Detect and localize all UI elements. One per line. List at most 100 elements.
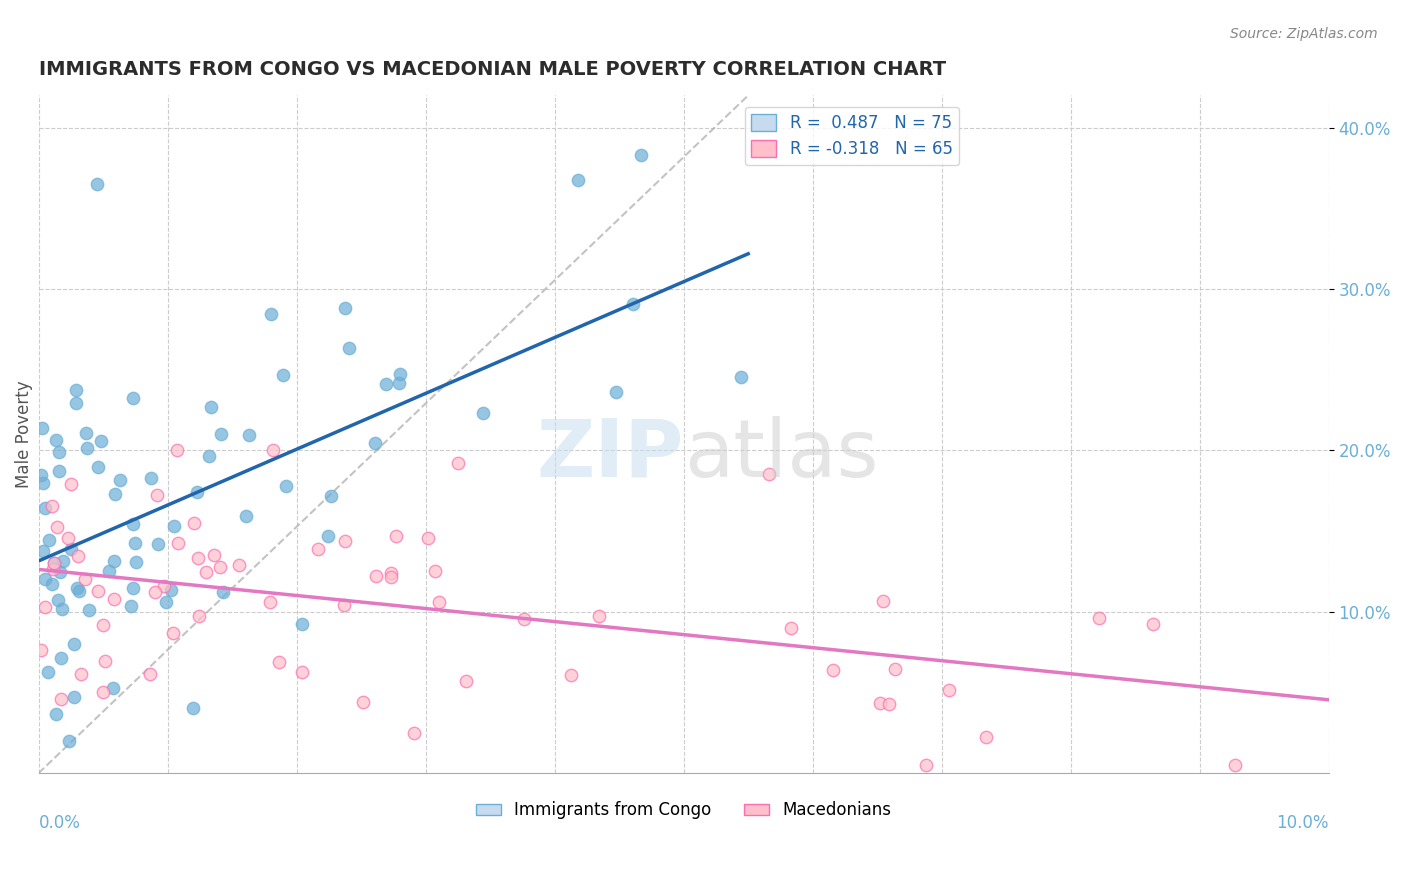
Point bbox=[75, 426, 97, 441]
Point bbox=[291, 665, 314, 679]
Point bbox=[52, 553, 75, 567]
Point bbox=[166, 443, 188, 458]
Point bbox=[194, 565, 217, 579]
Point bbox=[58, 734, 80, 748]
Point bbox=[447, 457, 470, 471]
Point bbox=[104, 487, 127, 501]
Point bbox=[209, 426, 232, 441]
Point bbox=[45, 706, 67, 721]
Point bbox=[90, 434, 112, 449]
Point bbox=[48, 565, 70, 579]
Point bbox=[364, 436, 387, 450]
Point bbox=[228, 558, 250, 573]
Point bbox=[70, 666, 93, 681]
Point bbox=[65, 396, 87, 410]
Point bbox=[352, 696, 374, 710]
Text: 10.0%: 10.0% bbox=[1277, 814, 1329, 832]
Point bbox=[159, 582, 181, 597]
Point bbox=[66, 581, 89, 595]
Point bbox=[471, 406, 494, 420]
Legend: Immigrants from Congo, Macedonians: Immigrants from Congo, Macedonians bbox=[468, 795, 898, 826]
Point bbox=[621, 297, 644, 311]
Point bbox=[67, 584, 90, 599]
Point bbox=[333, 534, 356, 549]
Point bbox=[86, 177, 108, 191]
Point bbox=[46, 520, 69, 534]
Point bbox=[183, 516, 205, 530]
Point bbox=[41, 577, 63, 591]
Point bbox=[271, 368, 294, 383]
Point bbox=[143, 585, 166, 599]
Point bbox=[122, 391, 145, 405]
Point bbox=[380, 570, 402, 584]
Point bbox=[67, 549, 90, 563]
Point bbox=[333, 598, 356, 612]
Point bbox=[588, 609, 610, 624]
Point bbox=[375, 377, 398, 392]
Point bbox=[146, 488, 169, 502]
Point bbox=[186, 484, 208, 499]
Point bbox=[91, 685, 114, 699]
Point bbox=[402, 726, 425, 740]
Point bbox=[238, 428, 260, 442]
Point bbox=[58, 531, 80, 545]
Point bbox=[121, 581, 143, 595]
Point bbox=[209, 560, 232, 574]
Point bbox=[974, 730, 997, 744]
Point bbox=[34, 600, 56, 615]
Point bbox=[779, 621, 801, 635]
Point bbox=[567, 173, 589, 187]
Point bbox=[454, 674, 477, 689]
Point bbox=[758, 467, 780, 482]
Point bbox=[427, 595, 450, 609]
Point bbox=[877, 698, 900, 712]
Point bbox=[267, 655, 290, 669]
Y-axis label: Male Poverty: Male Poverty bbox=[15, 381, 32, 488]
Point bbox=[425, 565, 447, 579]
Point bbox=[42, 556, 65, 570]
Text: ZIP: ZIP bbox=[537, 416, 683, 493]
Point bbox=[915, 758, 938, 772]
Point bbox=[605, 384, 627, 399]
Text: 0.0%: 0.0% bbox=[38, 814, 80, 832]
Point bbox=[560, 668, 582, 682]
Point bbox=[337, 341, 360, 355]
Point bbox=[821, 663, 844, 677]
Point bbox=[1223, 758, 1246, 772]
Point bbox=[187, 551, 209, 566]
Point bbox=[103, 553, 125, 567]
Point bbox=[181, 701, 204, 715]
Point bbox=[125, 556, 148, 570]
Point bbox=[872, 594, 894, 608]
Point bbox=[42, 556, 65, 570]
Point bbox=[41, 499, 63, 513]
Point bbox=[110, 473, 132, 487]
Point bbox=[319, 489, 342, 503]
Point bbox=[76, 442, 98, 456]
Point bbox=[87, 584, 110, 599]
Point bbox=[34, 572, 56, 586]
Point bbox=[389, 367, 412, 381]
Point bbox=[235, 508, 257, 523]
Point bbox=[869, 696, 891, 710]
Point bbox=[384, 529, 406, 543]
Point bbox=[307, 541, 329, 556]
Point bbox=[513, 612, 536, 626]
Point bbox=[212, 584, 235, 599]
Point bbox=[316, 528, 339, 542]
Point bbox=[65, 383, 87, 397]
Point bbox=[94, 654, 117, 668]
Point bbox=[87, 459, 110, 474]
Point bbox=[31, 421, 53, 435]
Point bbox=[45, 434, 67, 448]
Point bbox=[202, 549, 225, 563]
Point bbox=[51, 692, 73, 706]
Point bbox=[262, 443, 284, 458]
Point bbox=[30, 643, 52, 657]
Point bbox=[416, 531, 439, 545]
Point bbox=[101, 681, 124, 695]
Point bbox=[188, 608, 211, 623]
Point bbox=[291, 616, 314, 631]
Point bbox=[60, 541, 83, 556]
Point bbox=[155, 595, 177, 609]
